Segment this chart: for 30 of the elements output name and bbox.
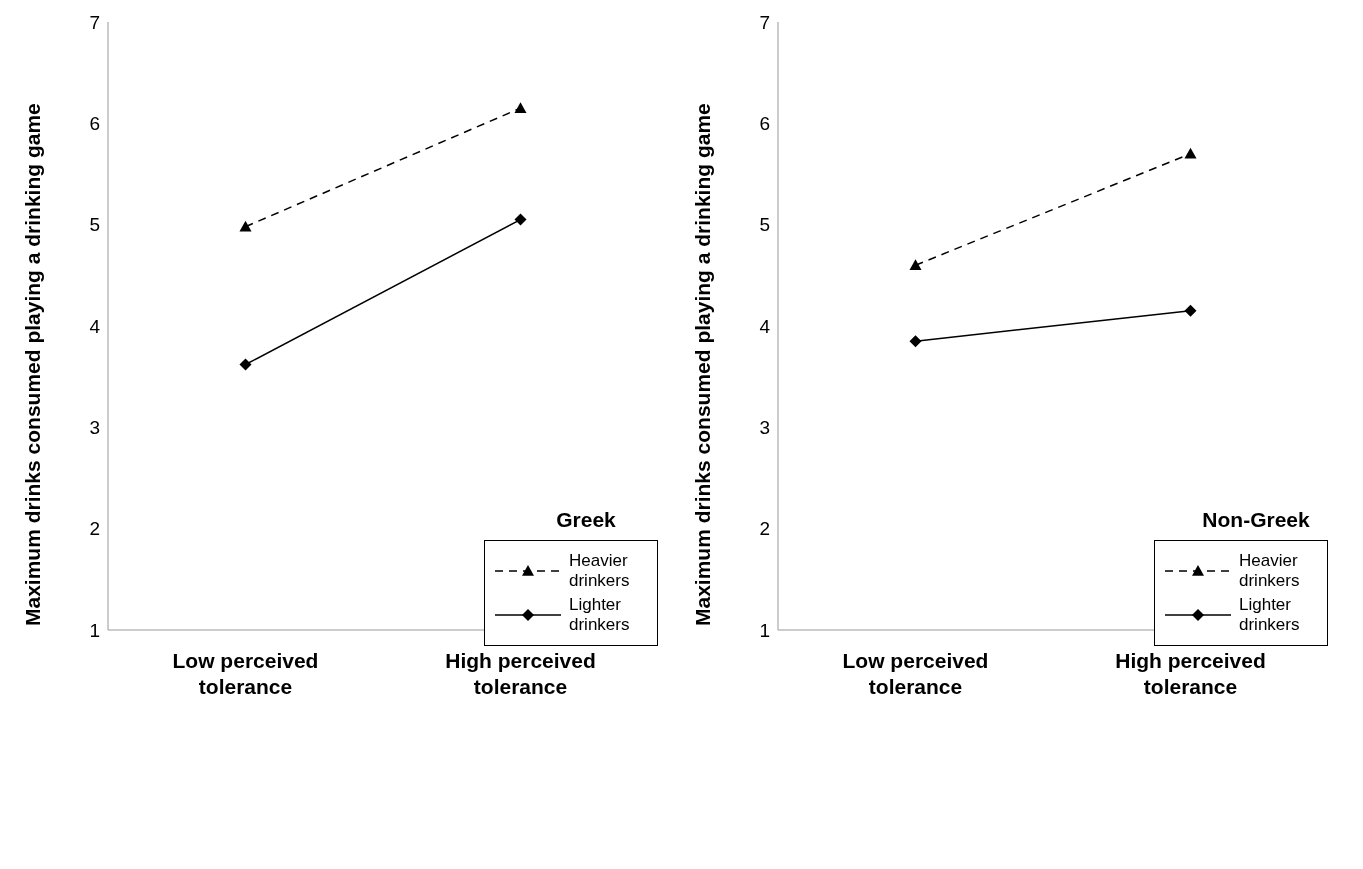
point bbox=[514, 213, 527, 226]
legend-label: Heavier drinkers bbox=[1239, 551, 1301, 591]
y-tick-label: 1 bbox=[759, 619, 770, 641]
x-tick-label: Low perceived tolerance bbox=[172, 649, 319, 698]
y-tick-label: 6 bbox=[89, 113, 100, 135]
y-tick-label: 1 bbox=[89, 619, 100, 641]
x-tick-label: High perceived tolerance bbox=[445, 649, 596, 698]
y-tick-label: 2 bbox=[89, 518, 100, 540]
legend-label: Heavier drinkers bbox=[569, 551, 631, 591]
y-tick-label: 5 bbox=[89, 214, 100, 236]
legend-label: Lighter drinkers bbox=[569, 595, 631, 635]
x-tick-label: High perceived tolerance bbox=[1115, 649, 1266, 698]
y-tick-label: 5 bbox=[759, 214, 770, 236]
y-tick-label: 7 bbox=[759, 11, 770, 33]
point bbox=[909, 335, 922, 348]
y-tick-label: 3 bbox=[759, 417, 770, 439]
y-tick-label: 2 bbox=[759, 518, 770, 540]
point bbox=[1184, 304, 1197, 317]
point bbox=[239, 358, 252, 371]
y-tick-label: 3 bbox=[89, 417, 100, 439]
y-tick-label: 6 bbox=[759, 113, 770, 135]
x-tick-label: Low perceived tolerance bbox=[842, 649, 989, 698]
y-tick-label: 4 bbox=[759, 315, 771, 337]
y-tick-label: 4 bbox=[89, 315, 101, 337]
legend-title: Non-Greek bbox=[1201, 508, 1311, 532]
y-axis-title: Maximum drinks consumed playing a drinking game bbox=[691, 103, 715, 626]
legend-title: Greek bbox=[555, 508, 617, 532]
y-axis-title: Maximum drinks consumed playing a drinking game bbox=[21, 103, 45, 626]
y-tick-label: 7 bbox=[89, 11, 100, 33]
legend-label: Lighter drinkers bbox=[1239, 595, 1301, 635]
